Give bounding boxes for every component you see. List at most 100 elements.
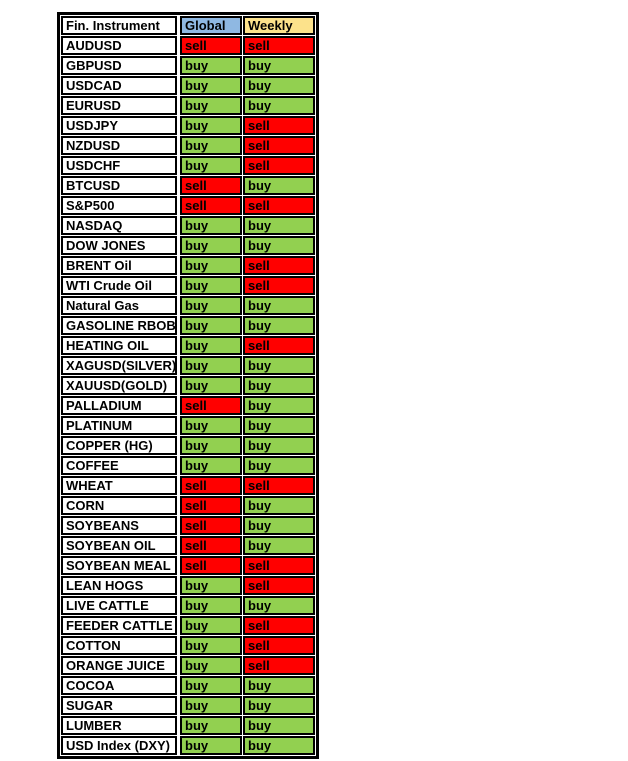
weekly-signal-cell[interactable]: buy	[243, 356, 315, 375]
weekly-signal-cell[interactable]: buy	[243, 396, 315, 415]
global-signal-cell[interactable]: buy	[180, 136, 242, 155]
weekly-signal-cell[interactable]: sell	[243, 196, 315, 215]
global-signal-cell[interactable]: sell	[180, 536, 242, 555]
global-signal-cell[interactable]: buy	[180, 276, 242, 295]
global-signal-cell[interactable]: sell	[180, 36, 242, 55]
global-signal-cell[interactable]: buy	[180, 676, 242, 695]
header-global[interactable]: Global	[180, 16, 242, 35]
instrument-cell[interactable]: PALLADIUM	[61, 396, 177, 415]
instrument-cell[interactable]: USDCAD	[61, 76, 177, 95]
instrument-cell[interactable]: BTCUSD	[61, 176, 177, 195]
global-signal-cell[interactable]: buy	[180, 696, 242, 715]
global-signal-cell[interactable]: sell	[180, 396, 242, 415]
weekly-signal-cell[interactable]: buy	[243, 56, 315, 75]
instrument-cell[interactable]: ORANGE JUICE	[61, 656, 177, 675]
global-signal-cell[interactable]: sell	[180, 516, 242, 535]
header-fin-instrument[interactable]: Fin. Instrument	[61, 16, 177, 35]
global-signal-cell[interactable]: buy	[180, 656, 242, 675]
instrument-cell[interactable]: SOYBEANS	[61, 516, 177, 535]
instrument-cell[interactable]: LUMBER	[61, 716, 177, 735]
global-signal-cell[interactable]: buy	[180, 236, 242, 255]
global-signal-cell[interactable]: buy	[180, 456, 242, 475]
weekly-signal-cell[interactable]: buy	[243, 416, 315, 435]
instrument-cell[interactable]: DOW JONES	[61, 236, 177, 255]
weekly-signal-cell[interactable]: sell	[243, 636, 315, 655]
global-signal-cell[interactable]: buy	[180, 636, 242, 655]
weekly-signal-cell[interactable]: sell	[243, 36, 315, 55]
instrument-cell[interactable]: EURUSD	[61, 96, 177, 115]
instrument-cell[interactable]: S&P500	[61, 196, 177, 215]
global-signal-cell[interactable]: sell	[180, 176, 242, 195]
global-signal-cell[interactable]: buy	[180, 96, 242, 115]
instrument-cell[interactable]: COCOA	[61, 676, 177, 695]
global-signal-cell[interactable]: sell	[180, 496, 242, 515]
instrument-cell[interactable]: FEEDER CATTLE	[61, 616, 177, 635]
instrument-cell[interactable]: USDCHF	[61, 156, 177, 175]
weekly-signal-cell[interactable]: buy	[243, 436, 315, 455]
weekly-signal-cell[interactable]: buy	[243, 456, 315, 475]
global-signal-cell[interactable]: buy	[180, 56, 242, 75]
weekly-signal-cell[interactable]: sell	[243, 336, 315, 355]
instrument-cell[interactable]: USD Index (DXY)	[61, 736, 177, 755]
instrument-cell[interactable]: NASDAQ	[61, 216, 177, 235]
global-signal-cell[interactable]: buy	[180, 376, 242, 395]
instrument-cell[interactable]: SOYBEAN OIL	[61, 536, 177, 555]
global-signal-cell[interactable]: buy	[180, 76, 242, 95]
instrument-cell[interactable]: SOYBEAN MEAL	[61, 556, 177, 575]
global-signal-cell[interactable]: buy	[180, 336, 242, 355]
weekly-signal-cell[interactable]: buy	[243, 236, 315, 255]
instrument-cell[interactable]: GBPUSD	[61, 56, 177, 75]
weekly-signal-cell[interactable]: sell	[243, 256, 315, 275]
instrument-cell[interactable]: COFFEE	[61, 456, 177, 475]
instrument-cell[interactable]: AUDUSD	[61, 36, 177, 55]
instrument-cell[interactable]: NZDUSD	[61, 136, 177, 155]
instrument-cell[interactable]: XAUUSD(GOLD)	[61, 376, 177, 395]
global-signal-cell[interactable]: buy	[180, 356, 242, 375]
instrument-cell[interactable]: SUGAR	[61, 696, 177, 715]
weekly-signal-cell[interactable]: buy	[243, 216, 315, 235]
weekly-signal-cell[interactable]: buy	[243, 96, 315, 115]
weekly-signal-cell[interactable]: buy	[243, 376, 315, 395]
weekly-signal-cell[interactable]: sell	[243, 556, 315, 575]
instrument-cell[interactable]: COTTON	[61, 636, 177, 655]
weekly-signal-cell[interactable]: buy	[243, 316, 315, 335]
weekly-signal-cell[interactable]: sell	[243, 656, 315, 675]
global-signal-cell[interactable]: buy	[180, 296, 242, 315]
instrument-cell[interactable]: USDJPY	[61, 116, 177, 135]
weekly-signal-cell[interactable]: sell	[243, 276, 315, 295]
header-weekly[interactable]: Weekly	[243, 16, 315, 35]
weekly-signal-cell[interactable]: sell	[243, 616, 315, 635]
weekly-signal-cell[interactable]: buy	[243, 76, 315, 95]
global-signal-cell[interactable]: sell	[180, 476, 242, 495]
instrument-cell[interactable]: LEAN HOGS	[61, 576, 177, 595]
global-signal-cell[interactable]: buy	[180, 416, 242, 435]
global-signal-cell[interactable]: buy	[180, 256, 242, 275]
global-signal-cell[interactable]: buy	[180, 616, 242, 635]
weekly-signal-cell[interactable]: sell	[243, 576, 315, 595]
weekly-signal-cell[interactable]: buy	[243, 296, 315, 315]
instrument-cell[interactable]: PLATINUM	[61, 416, 177, 435]
instrument-cell[interactable]: CORN	[61, 496, 177, 515]
global-signal-cell[interactable]: sell	[180, 196, 242, 215]
global-signal-cell[interactable]: buy	[180, 576, 242, 595]
global-signal-cell[interactable]: buy	[180, 316, 242, 335]
global-signal-cell[interactable]: buy	[180, 116, 242, 135]
instrument-cell[interactable]: WTI Crude Oil	[61, 276, 177, 295]
weekly-signal-cell[interactable]: buy	[243, 696, 315, 715]
weekly-signal-cell[interactable]: buy	[243, 496, 315, 515]
instrument-cell[interactable]: Natural Gas	[61, 296, 177, 315]
instrument-cell[interactable]: LIVE CATTLE	[61, 596, 177, 615]
global-signal-cell[interactable]: buy	[180, 156, 242, 175]
global-signal-cell[interactable]: buy	[180, 716, 242, 735]
instrument-cell[interactable]: WHEAT	[61, 476, 177, 495]
global-signal-cell[interactable]: buy	[180, 436, 242, 455]
global-signal-cell[interactable]: sell	[180, 556, 242, 575]
weekly-signal-cell[interactable]: buy	[243, 716, 315, 735]
global-signal-cell[interactable]: buy	[180, 216, 242, 235]
instrument-cell[interactable]: COPPER (HG)	[61, 436, 177, 455]
weekly-signal-cell[interactable]: sell	[243, 476, 315, 495]
weekly-signal-cell[interactable]: sell	[243, 136, 315, 155]
instrument-cell[interactable]: BRENT Oil	[61, 256, 177, 275]
weekly-signal-cell[interactable]: buy	[243, 536, 315, 555]
instrument-cell[interactable]: XAGUSD(SILVER)	[61, 356, 177, 375]
